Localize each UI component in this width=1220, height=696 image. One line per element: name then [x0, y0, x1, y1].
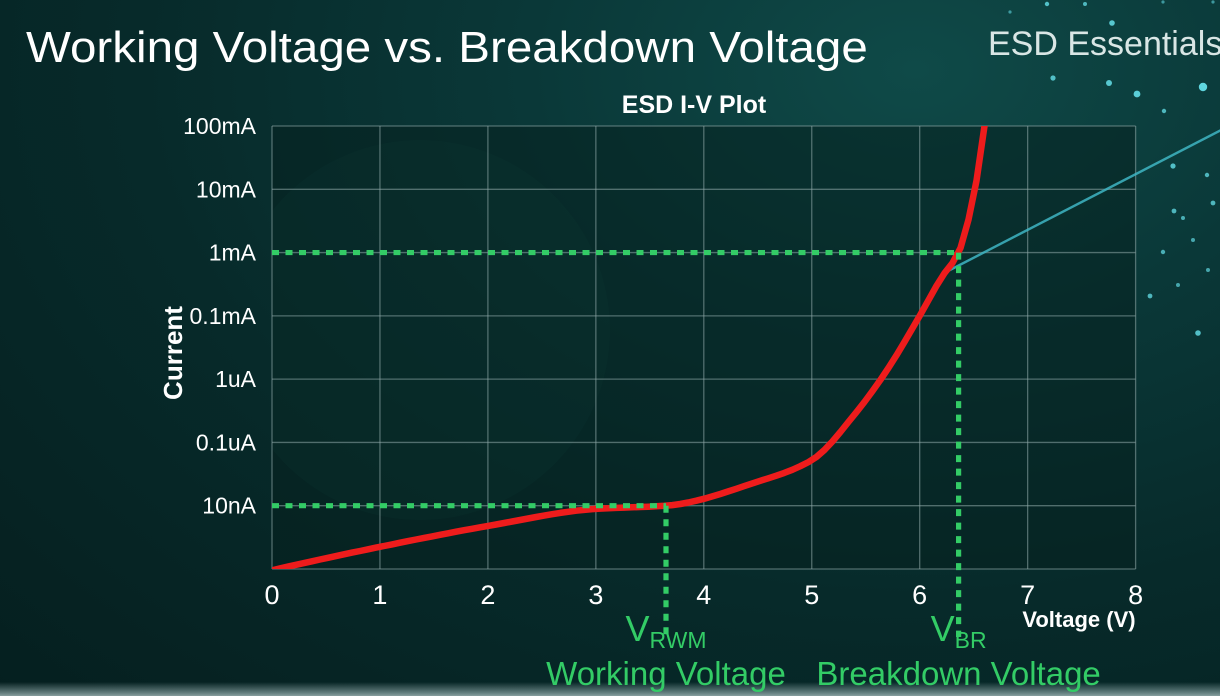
svg-text:0.1mA: 0.1mA	[190, 303, 257, 329]
svg-text:0: 0	[264, 580, 279, 610]
svg-text:7: 7	[1020, 580, 1035, 610]
svg-text:100mA: 100mA	[183, 113, 257, 139]
svg-text:Breakdown Voltage: Breakdown Voltage	[816, 655, 1100, 692]
svg-text:10mA: 10mA	[196, 176, 257, 202]
svg-text:6: 6	[912, 580, 927, 610]
svg-text:0.1uA: 0.1uA	[196, 429, 257, 455]
svg-text:Working Voltage: Working Voltage	[546, 655, 786, 692]
svg-text:Current: Current	[158, 306, 188, 400]
svg-text:1: 1	[372, 580, 387, 610]
svg-text:Voltage (V): Voltage (V)	[1022, 607, 1135, 632]
svg-text:ESD I-V Plot: ESD I-V Plot	[622, 91, 767, 119]
svg-text:10nA: 10nA	[202, 493, 256, 519]
svg-text:4: 4	[696, 580, 711, 610]
svg-text:VBR: VBR	[931, 608, 987, 653]
svg-text:1mA: 1mA	[209, 240, 257, 266]
svg-text:8: 8	[1128, 580, 1143, 610]
svg-text:2: 2	[480, 580, 495, 610]
svg-text:3: 3	[588, 580, 603, 610]
svg-text:5: 5	[804, 580, 819, 610]
svg-text:1uA: 1uA	[215, 366, 257, 392]
